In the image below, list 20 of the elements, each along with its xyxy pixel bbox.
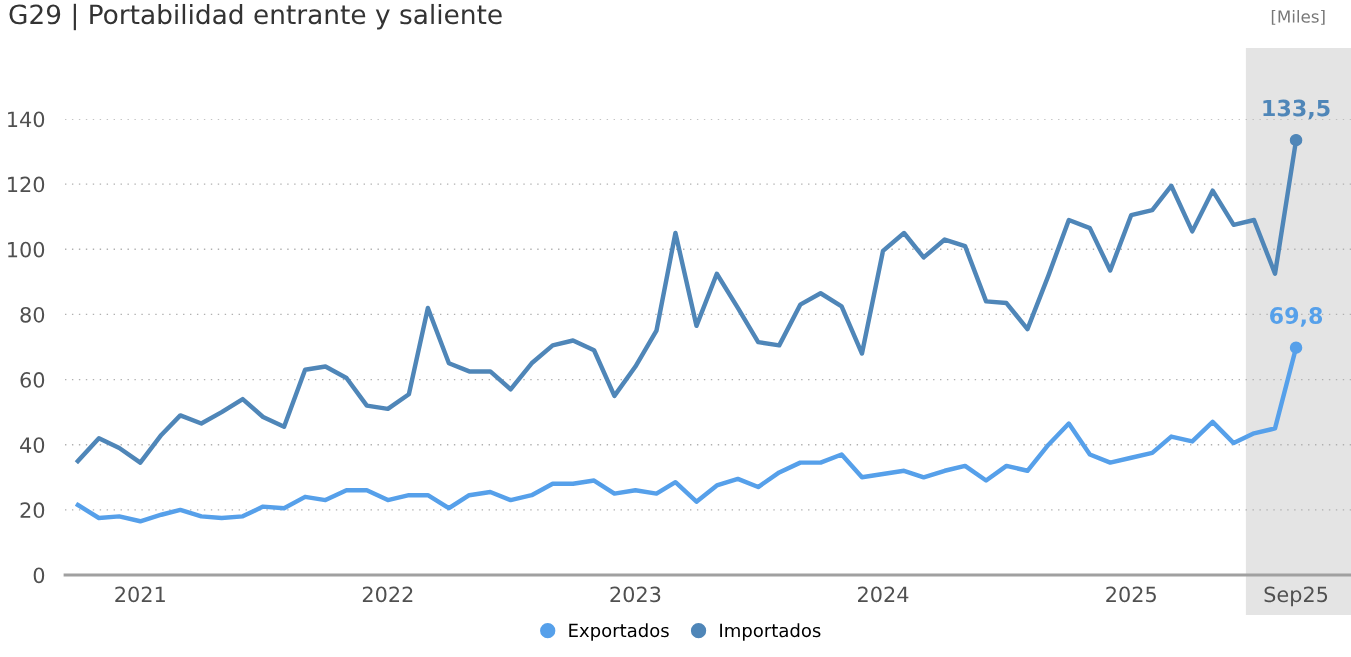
y-tick-label: 0 [33,567,45,584]
x-tick-label: 2025 [1106,586,1156,603]
chart-title: G29 | Portabilidad entrante y saliente [9,3,502,31]
y-tick-label: 60 [20,372,45,388]
y-tick-label: 140 [8,111,45,128]
legend-label: Exportados [569,623,669,641]
y-tick-label: 40 [20,437,45,453]
y-tick-label: 80 [20,306,45,323]
y-tick-label: 20 [20,502,45,519]
legend-label: Importados [720,623,821,641]
y-tick-label: 120 [8,176,45,193]
x-tick-label: 2021 [115,586,165,603]
x-tick-label: 2022 [362,586,413,603]
data-label: 133,5 [1263,99,1330,120]
y-tick-label: 100 [8,241,45,258]
data-label: 69,8 [1270,307,1323,327]
text: [Miles] [1271,9,1325,25]
x-tick-label: 2024 [858,586,909,603]
x-tick-label: 2023 [610,586,661,603]
x-tick-label: Sep25 [1264,586,1328,607]
